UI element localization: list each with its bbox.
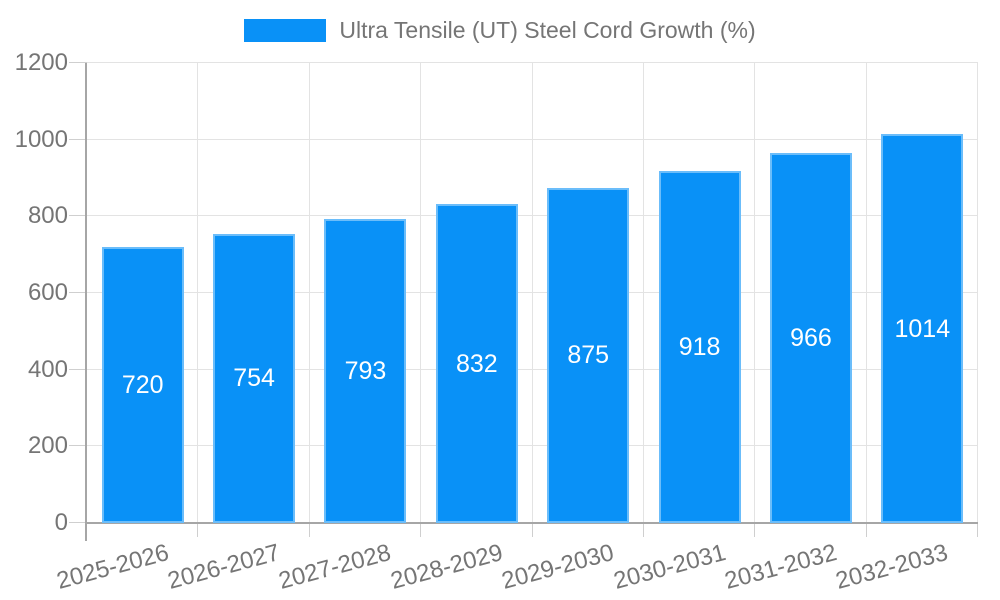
bar	[658, 171, 741, 523]
bar	[213, 233, 296, 523]
y-tick-label: 800	[27, 202, 68, 230]
x-axis-tick	[531, 523, 533, 537]
bar	[881, 134, 964, 523]
y-axis-tick	[69, 138, 87, 140]
bar-value-label: 875	[567, 341, 610, 370]
gridline-vertical	[642, 63, 644, 523]
x-axis-tick	[977, 523, 978, 537]
bar-value-label: 1014	[894, 314, 951, 343]
gridline-vertical	[865, 63, 867, 523]
bar	[101, 247, 184, 523]
x-axis-tick	[754, 523, 756, 537]
bar-value-label: 754	[233, 364, 275, 393]
y-axis-line	[85, 63, 87, 541]
bar-value-label: 720	[121, 371, 164, 399]
gridline-vertical	[308, 63, 310, 523]
gridline-vertical	[977, 63, 978, 523]
y-tick-label: 600	[27, 279, 68, 306]
x-axis-tick	[197, 523, 199, 537]
y-tick-label: 1200	[14, 49, 68, 76]
y-axis-tick	[69, 445, 87, 447]
bar	[324, 219, 407, 523]
gridline-horizontal	[87, 62, 978, 63]
bar	[435, 204, 518, 523]
gridline-horizontal	[87, 292, 978, 293]
gridline-vertical	[754, 63, 756, 523]
x-axis-tick	[308, 523, 310, 537]
x-axis-tick	[642, 523, 644, 537]
gridline-vertical	[531, 63, 533, 523]
legend-label: Ultra Tensile (UT) Steel Cord Growth (%)	[339, 17, 756, 43]
legend-swatch	[244, 19, 327, 42]
y-axis-tick	[69, 368, 87, 370]
x-axis-tick	[865, 523, 867, 537]
y-tick-label: 0	[54, 509, 68, 536]
gridline-horizontal	[87, 445, 978, 447]
gridline-vertical	[197, 63, 199, 523]
gridline-horizontal	[87, 138, 978, 140]
y-tick-label: 200	[27, 432, 68, 460]
x-axis-tick	[420, 523, 422, 537]
y-axis-tick	[69, 215, 87, 217]
y-axis-tick	[69, 292, 87, 293]
bar-value-label: 793	[344, 357, 387, 385]
y-tick-label: 400	[27, 355, 68, 383]
bar-value-label: 918	[678, 333, 721, 362]
gridline-vertical	[420, 63, 422, 523]
y-axis-tick	[69, 62, 87, 63]
legend-item[interactable]: Ultra Tensile (UT) Steel Cord Growth (%)	[0, 17, 1000, 44]
x-axis-line	[85, 522, 978, 524]
y-tick-label: 1000	[14, 125, 68, 153]
gridline-horizontal	[87, 368, 978, 370]
bar-value-label: 966	[790, 323, 832, 352]
y-axis-tick	[69, 522, 87, 523]
bar	[769, 152, 852, 523]
bar-value-label: 832	[455, 349, 498, 378]
bar	[547, 187, 630, 523]
gridline-horizontal	[87, 215, 978, 217]
